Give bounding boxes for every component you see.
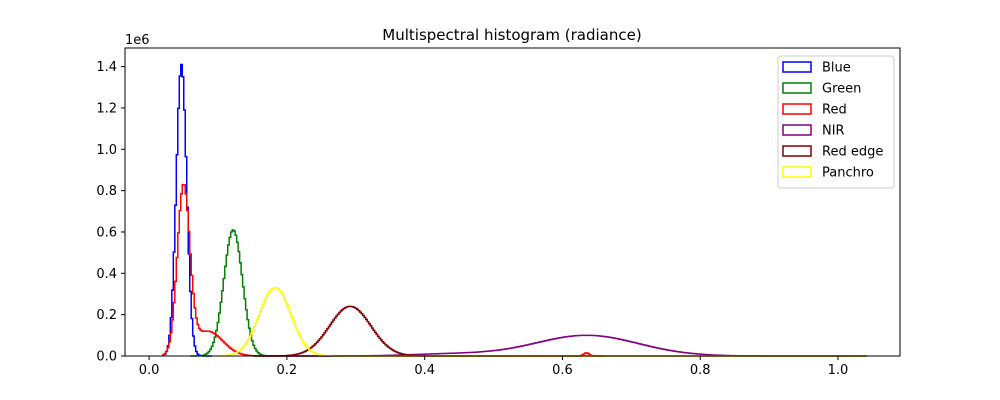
- y-tick-label: 1.2: [96, 101, 117, 116]
- y-axis: 0.0 0.2 0.4 0.6 0.8 1.0 1.2 1.4: [96, 60, 125, 365]
- x-tick-label: 0.4: [414, 363, 435, 378]
- legend: Blue Green Red NIR Red edge Panchro: [777, 55, 895, 189]
- y-tick-label: 0.0: [96, 350, 117, 365]
- y-tick-label: 0.6: [96, 225, 117, 240]
- legend-label: NIR: [822, 124, 845, 139]
- y-axis-scale-label: 1e6: [125, 33, 150, 48]
- legend-label: Panchro: [822, 166, 874, 181]
- y-tick-label: 0.8: [96, 184, 117, 199]
- series-nir: [286, 334, 867, 357]
- x-axis: 0.0 0.2 0.4 0.6 0.8 1.0: [139, 356, 849, 378]
- legend-label: Green: [822, 82, 861, 97]
- y-tick-label: 0.4: [96, 267, 117, 282]
- plot-frame: [124, 47, 901, 357]
- legend-label: Red edge: [822, 145, 883, 160]
- x-tick-label: 1.0: [828, 363, 849, 378]
- series-red-edge: [252, 305, 867, 357]
- chart-title: Multispectral histogram (radiance): [382, 26, 641, 44]
- series-layer: [162, 63, 867, 357]
- legend-swatch: [782, 145, 812, 157]
- legend-box: [777, 55, 895, 189]
- series-green: [190, 229, 288, 357]
- legend-label: Red: [822, 103, 847, 118]
- legend-swatch: [782, 82, 812, 94]
- legend-swatch: [782, 103, 812, 115]
- y-tick-label: 1.0: [96, 143, 117, 158]
- x-tick-label: 0.6: [552, 363, 573, 378]
- x-tick-label: 0.8: [690, 363, 711, 378]
- y-tick-label: 1.4: [96, 60, 117, 75]
- x-tick-label: 0.0: [139, 363, 160, 378]
- x-tick-label: 0.2: [277, 363, 298, 378]
- legend-swatch: [782, 61, 812, 73]
- legend-swatch: [782, 124, 812, 136]
- legend-label: Blue: [822, 61, 851, 76]
- legend-swatch: [782, 166, 812, 178]
- y-tick-label: 0.2: [96, 308, 117, 323]
- series-red: [162, 183, 605, 357]
